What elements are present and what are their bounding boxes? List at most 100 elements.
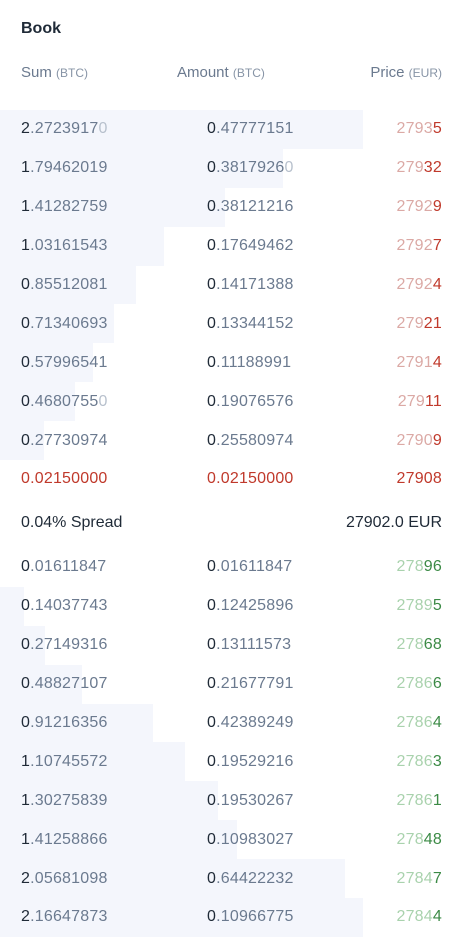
- price-prefix: 2792: [396, 237, 433, 255]
- value-lead-digit: 0: [207, 675, 217, 693]
- ask-row[interactable]: 0.02150000 0.02150000 27908: [0, 460, 462, 499]
- bid-row[interactable]: 0.91216356 0.42389249 27864: [0, 703, 462, 743]
- value-digits: .10745572: [30, 752, 108, 770]
- bid-price: 27868: [397, 636, 443, 654]
- bid-sum: 1.30275839: [21, 792, 108, 810]
- value-lead-digit: 1: [21, 198, 31, 216]
- price-changed-digits: 9: [432, 198, 442, 216]
- header-amount-unit: (BTC): [232, 66, 265, 80]
- price-changed-digits: 96: [423, 558, 442, 576]
- value-lead-digit: 0: [207, 120, 217, 138]
- value-digits: .47777151: [216, 120, 294, 138]
- bid-price: 27844: [396, 908, 442, 926]
- value-lead-digit: 0: [21, 675, 31, 693]
- bid-row[interactable]: 0.48827107 0.21677791 27866: [0, 664, 462, 704]
- ask-row[interactable]: 0.71340693 0.13344152 27921: [0, 304, 462, 344]
- price-prefix: 2786: [396, 714, 433, 731]
- bid-row[interactable]: 0.14037743 0.12425896 27895: [0, 586, 462, 626]
- ask-row[interactable]: 0.57996541 0.11188991 27914: [0, 343, 462, 383]
- value-digits: .3817926: [216, 159, 285, 177]
- ask-price: 27911: [398, 393, 442, 411]
- value-digits: .30275839: [30, 791, 108, 809]
- value-digits: .14171388: [216, 276, 294, 293]
- value-digits: .79462019: [30, 159, 108, 177]
- ask-sum: 1.03161543: [21, 237, 108, 255]
- bid-list: 0.01611847 0.01611847 27896 0.14037743 0.124…: [0, 548, 462, 937]
- bid-price: 27863: [396, 753, 442, 771]
- price-changed-digits: 4: [432, 353, 442, 371]
- value-lead-digit: 0: [21, 431, 31, 449]
- header-price-label: Price: [370, 64, 405, 81]
- bid-row[interactable]: 1.41258866 0.10983027 27848: [0, 820, 462, 860]
- price-prefix: 279: [396, 159, 424, 177]
- header-amount[interactable]: Amount (BTC): [177, 64, 265, 81]
- price-prefix: 278: [396, 636, 424, 654]
- value-digits: .4680755: [30, 392, 99, 410]
- bid-row[interactable]: 2.05681098 0.64422232 27847: [0, 859, 462, 899]
- bid-price: 27896: [397, 558, 443, 576]
- bid-row[interactable]: 2.16647873 0.10966775 27844: [0, 898, 462, 937]
- value-digits: .19529216: [216, 752, 294, 770]
- ask-row[interactable]: 1.79462019 0.38179260 27932: [0, 148, 462, 188]
- bid-price: 27861: [396, 792, 442, 810]
- ask-amount: 0.17649462: [207, 237, 294, 255]
- bid-depth-bar: [0, 586, 24, 626]
- header-sum[interactable]: Sum (BTC): [21, 64, 88, 81]
- ask-sum: 2.27239170: [21, 120, 108, 138]
- value-lead-digit: 1: [21, 159, 31, 177]
- price-changed-digits: 6: [432, 675, 442, 693]
- value-lead-digit: 1: [21, 830, 31, 848]
- price-changed-digits: 5: [432, 120, 442, 138]
- bid-amount: 0.19529216: [207, 753, 294, 771]
- value-lead-digit: 0: [21, 392, 31, 410]
- ask-row[interactable]: 1.03161543 0.17649462 27927: [0, 226, 462, 266]
- price-prefix: 278: [396, 830, 424, 848]
- value-digits: .57996541: [30, 353, 108, 371]
- header-price[interactable]: Price (EUR): [370, 64, 442, 81]
- bid-amount: 0.13111573: [207, 636, 291, 654]
- bid-row[interactable]: 1.10745572 0.19529216 27863: [0, 742, 462, 782]
- bid-amount: 0.64422232: [207, 870, 294, 888]
- value-digits: .41282759: [30, 198, 108, 216]
- bid-depth-bar: [0, 859, 345, 899]
- price-prefix: 2786: [396, 675, 433, 693]
- ask-depth-bar: [0, 110, 363, 149]
- ask-row[interactable]: 0.27730974 0.25580974 27909: [0, 421, 462, 461]
- bid-price: 27848: [397, 831, 443, 849]
- ask-depth-bar: [0, 187, 226, 227]
- bid-sum: 0.27149316: [21, 636, 108, 654]
- ask-sum: 1.79462019: [21, 159, 108, 177]
- bid-row[interactable]: 1.30275839 0.19530267 27861: [0, 781, 462, 821]
- price-changed-digits: 4: [432, 714, 442, 731]
- bid-depth-bar: [0, 742, 186, 782]
- ask-row[interactable]: 0.85512081 0.14171388 27924: [0, 265, 462, 305]
- value-lead-digit: 0: [207, 314, 217, 332]
- value-lead-digit: 2: [21, 869, 31, 887]
- ask-amount: 0.19076576: [207, 393, 294, 411]
- ask-row[interactable]: 2.27239170 0.47777151 27935: [0, 110, 462, 149]
- book-title: Book: [21, 20, 61, 37]
- value-digits: .17649462: [216, 237, 294, 255]
- ask-row[interactable]: 1.41282759 0.38121216 27929: [0, 187, 462, 227]
- price-prefix: 279: [397, 392, 425, 410]
- value-digits: .19530267: [216, 791, 294, 809]
- ask-amount: 0.25580974: [207, 432, 294, 450]
- price-changed-digits: 68: [423, 636, 442, 654]
- value-lead-digit: 0: [207, 276, 217, 293]
- column-headers: Sum (BTC) Amount (BTC) Price (EUR): [0, 64, 462, 86]
- header-sum-unit: (BTC): [56, 66, 89, 80]
- price-changed-digits: 9: [432, 431, 442, 449]
- bid-row[interactable]: 0.01611847 0.01611847 27896: [0, 548, 462, 587]
- price-prefix: 2793: [396, 120, 433, 138]
- ask-row[interactable]: 0.46807550 0.19076576 27911: [0, 382, 462, 422]
- ask-amount: 0.38121216: [207, 198, 294, 216]
- value-lead-digit: 0: [207, 830, 217, 848]
- value-digits: .91216356: [30, 714, 108, 731]
- bid-depth-bar: [0, 664, 82, 704]
- bid-row[interactable]: 0.27149316 0.13111573 27868: [0, 625, 462, 665]
- price-prefix: 2784: [396, 908, 433, 926]
- ask-price: 27932: [397, 159, 443, 177]
- value-lead-digit: 0: [207, 198, 217, 216]
- bid-price: 27895: [396, 597, 442, 615]
- value-lead-digit: 0: [21, 597, 31, 615]
